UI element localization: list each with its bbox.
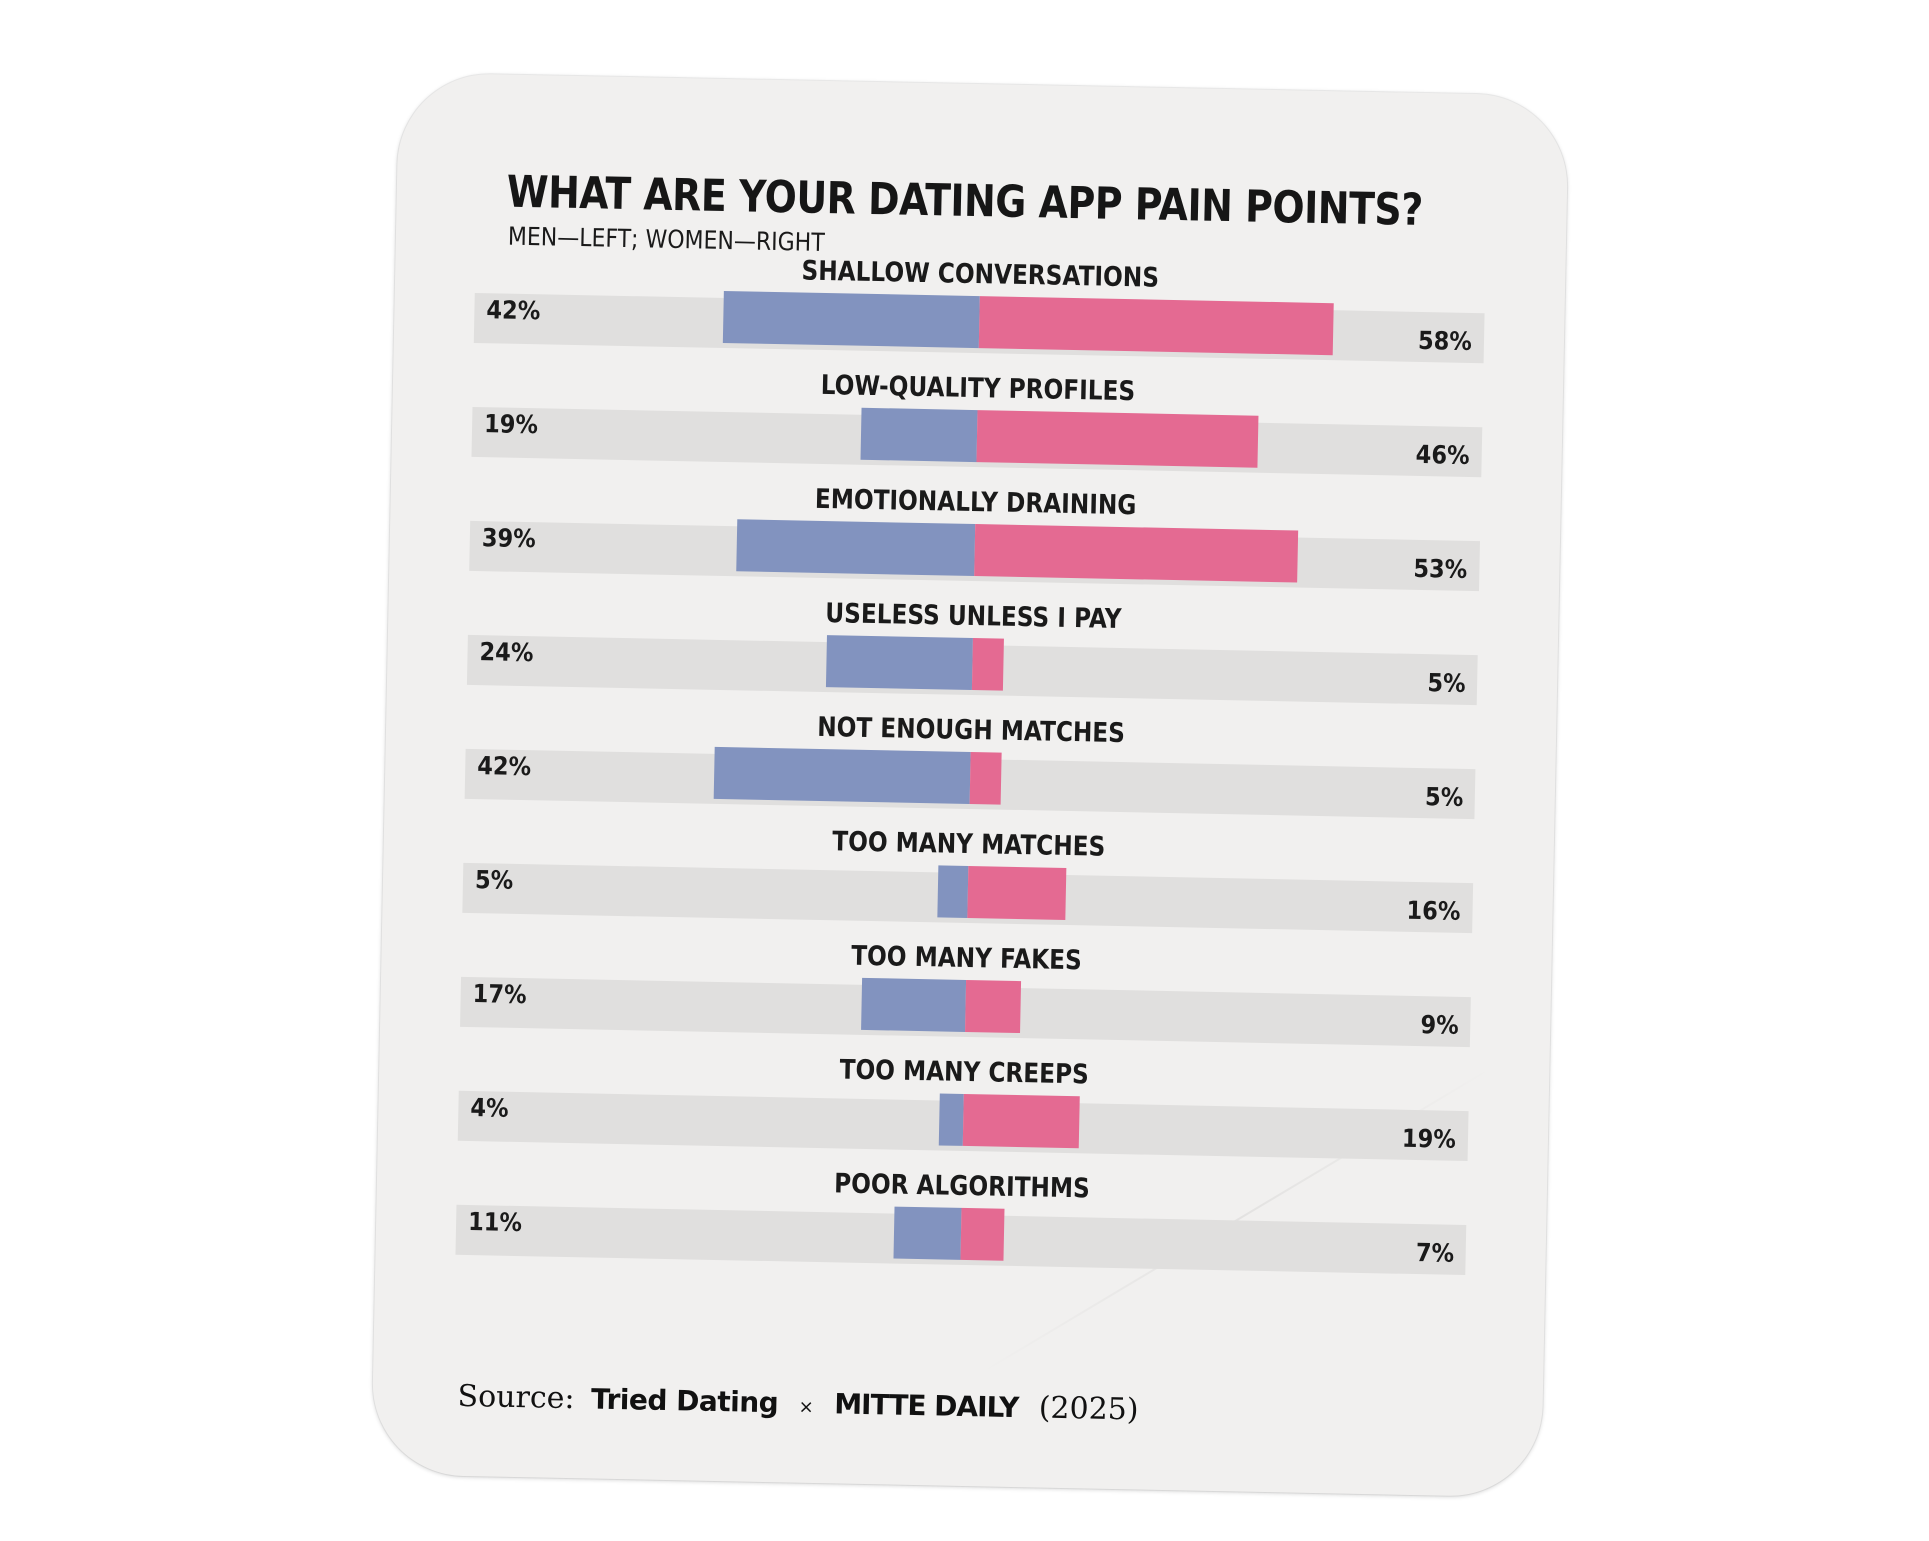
bar-women (976, 410, 1259, 468)
value-label-men: 39% (481, 523, 537, 554)
value-label-women: 46% (1415, 439, 1471, 470)
value-label-men: 4% (470, 1093, 509, 1123)
bar-men (722, 290, 980, 349)
bar-row: USELESS UNLESS I PAY 24% 5% (466, 591, 1479, 723)
bar-men (938, 1093, 964, 1146)
value-label-women: 9% (1419, 1010, 1459, 1040)
bar-men (860, 407, 978, 463)
bar-men (936, 865, 969, 918)
bar-men (736, 519, 976, 577)
value-label-women: 53% (1413, 553, 1468, 584)
value-label-women: 16% (1406, 895, 1461, 926)
bar-row: NOT ENOUGH MATCHES 42% 5% (464, 705, 1476, 837)
source-separator: × (798, 1396, 814, 1418)
value-label-women: 19% (1401, 1123, 1457, 1154)
value-label-men: 42% (486, 295, 541, 326)
bar-men (861, 977, 967, 1032)
bar-women (978, 296, 1334, 356)
value-label-men: 42% (476, 751, 532, 782)
bar-women (967, 865, 1066, 920)
chart-card: WHAT ARE YOUR DATING APP PAIN POINTS? ME… (371, 72, 1569, 1498)
bar-row: TOO MANY FAKES 17% 9% (460, 933, 1472, 1065)
bar-women (969, 752, 1002, 805)
bar-men (825, 635, 973, 691)
bar-row: SHALLOW CONVERSATIONS 42% 58% (473, 249, 1485, 381)
value-label-men: 17% (472, 979, 527, 1010)
value-label-men: 11% (467, 1207, 523, 1238)
value-label-men: 5% (474, 865, 514, 895)
bar-men (713, 746, 971, 804)
bar-women (971, 638, 1004, 691)
bar-women (960, 1207, 1005, 1261)
bar-row: LOW-QUALITY PROFILES 19% 46% (471, 363, 1483, 495)
category-label: SHALLOW CONVERSATIONS (801, 255, 1160, 294)
source-label: Source: (457, 1378, 575, 1417)
value-label-women: 58% (1417, 325, 1473, 356)
value-label-men: 19% (483, 409, 539, 440)
bar-women (974, 524, 1299, 583)
value-label-men: 24% (479, 637, 534, 668)
bar-women (962, 1093, 1080, 1149)
source-partner: Tried Dating (590, 1382, 779, 1420)
source-year: (2025) (1038, 1390, 1139, 1428)
bar-row: EMOTIONALLY DRAINING 39% 53% (469, 477, 1481, 609)
bar-row: POOR ALGORITHMS 11% 7% (455, 1161, 1467, 1293)
bar-rows: SHALLOW CONVERSATIONS 42% 58% LOW-QUALITY P… (399, 72, 1569, 1276)
bar-women (965, 979, 1021, 1034)
source-publisher: MITTE DAILY (833, 1387, 1019, 1425)
value-label-women: 5% (1426, 668, 1466, 698)
value-label-women: 7% (1415, 1238, 1454, 1268)
value-label-women: 5% (1424, 782, 1464, 812)
source-line: Source: Tried Dating × MITTE DAILY (2025… (457, 1379, 1139, 1428)
bar-row: TOO MANY MATCHES 5% 16% (462, 819, 1474, 951)
bar-men (893, 1206, 962, 1260)
bar-row: TOO MANY CREEPS 4% 19% (457, 1047, 1469, 1179)
